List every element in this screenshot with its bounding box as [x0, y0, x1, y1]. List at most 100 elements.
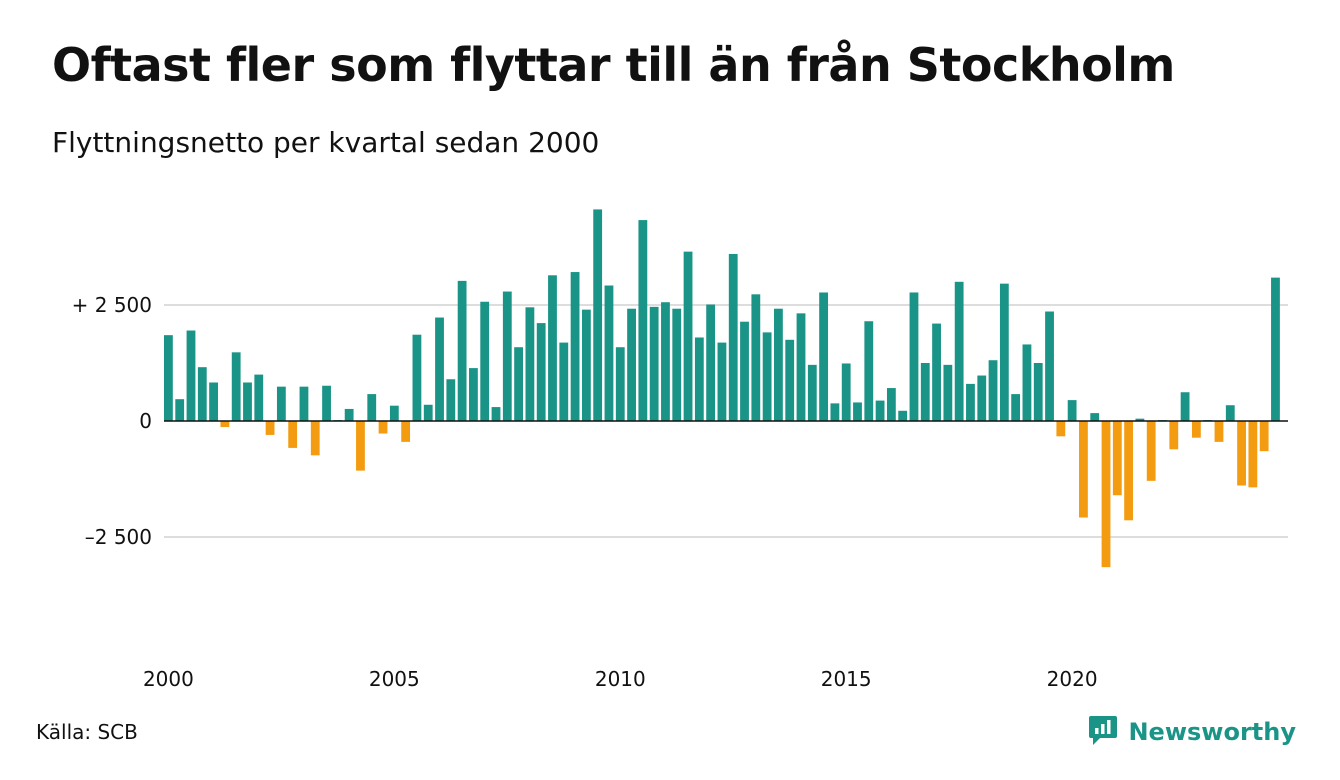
bar-2023-q4 [1237, 421, 1246, 486]
bar-2012-q1 [706, 304, 716, 421]
bar-2009-q3 [593, 209, 603, 421]
bar-2022-q3 [1180, 392, 1190, 421]
bar-2005-q1 [389, 405, 399, 421]
bar-2014-q1 [796, 313, 806, 421]
y-tick-label: + 2 500 [72, 293, 152, 317]
bar-2008-q3 [548, 275, 557, 421]
bar-2021-q1 [1112, 421, 1122, 496]
bar-2017-q4 [966, 383, 975, 421]
bar-2018-q3 [999, 283, 1009, 421]
bar-2013-q2 [762, 332, 772, 421]
bar-2003-q3 [322, 385, 331, 421]
gridlines [164, 304, 1288, 538]
bar-2017-q2 [943, 364, 953, 421]
bar-2014-q4 [830, 403, 840, 421]
x-tick-label: 2010 [595, 667, 646, 691]
bar-2000-q2 [175, 399, 185, 421]
bar-2011-q2 [672, 308, 682, 421]
bar-2000-q3 [186, 330, 196, 421]
bar-2020-q1 [1067, 400, 1077, 421]
bar-2023-q2 [1214, 421, 1224, 442]
bar-2001-q1 [209, 382, 218, 421]
bar-2006-q3 [457, 280, 467, 421]
bar-2021-q2 [1124, 421, 1134, 521]
bar-2019-q1 [1022, 344, 1032, 421]
bar-chart: + 2 500 0 –2 500 2000 2005 2010 2015 2020 [72, 209, 1288, 691]
bar-2007-q2 [491, 407, 501, 421]
bar-2009-q2 [581, 309, 591, 421]
bar-2017-q1 [932, 323, 941, 421]
bar-2002-q1 [254, 374, 264, 421]
bar-2011-q3 [683, 251, 693, 421]
bar-2019-q2 [1033, 363, 1043, 421]
bar-2001-q3 [231, 352, 241, 421]
bar-2024-q2 [1259, 421, 1269, 452]
bar-2013-q3 [774, 308, 783, 421]
brand[interactable]: Newsworthy [1088, 714, 1296, 750]
chart-title: Oftast fler som flyttar till än från Sto… [52, 38, 1175, 92]
source-note: Källa: SCB [36, 720, 138, 744]
bar-2004-q2 [356, 421, 365, 471]
bar-2020-q3 [1090, 413, 1100, 421]
bar-2020-q2 [1079, 421, 1088, 518]
bar-2016-q2 [898, 410, 908, 421]
bar-2012-q3 [728, 253, 738, 421]
bar-2010-q1 [615, 347, 625, 421]
x-tick-label: 2005 [369, 667, 420, 691]
bar-2007-q3 [502, 291, 512, 421]
bar-2000-q1 [164, 335, 173, 421]
bar-2007-q4 [514, 347, 523, 421]
bar-2008-q2 [536, 323, 546, 421]
newsworthy-logo-icon [1088, 714, 1118, 750]
bar-2005-q2 [401, 421, 411, 442]
bar-2016-q1 [886, 388, 896, 421]
x-axis-labels: 2000 2005 2010 2015 2020 [143, 667, 1098, 691]
bar-2019-q4 [1056, 421, 1066, 437]
bar-2002-q3 [276, 386, 286, 421]
bar-2023-q3 [1225, 405, 1235, 421]
bar-2010-q3 [638, 220, 648, 421]
bar-2022-q2 [1169, 421, 1179, 450]
bar-2011-q4 [694, 337, 704, 421]
bar-2015-q4 [875, 400, 885, 421]
bar-2009-q4 [604, 285, 614, 421]
bar-2006-q1 [435, 317, 444, 421]
chart-subtitle: Flyttningsnetto per kvartal sedan 2000 [52, 126, 600, 159]
bar-2008-q4 [559, 342, 569, 421]
bars [164, 209, 1280, 568]
bar-2011-q1 [661, 302, 670, 421]
bar-2003-q2 [310, 421, 320, 456]
x-tick-label: 2015 [821, 667, 872, 691]
bar-2014-q2 [807, 364, 817, 421]
bar-2024-q1 [1248, 421, 1258, 488]
bar-2004-q3 [367, 394, 377, 421]
bar-2018-q4 [1011, 394, 1021, 421]
bar-2013-q1 [751, 294, 761, 421]
bar-2018-q1 [977, 375, 987, 421]
bar-2004-q4 [378, 421, 388, 434]
bar-2012-q4 [740, 321, 749, 421]
bar-2006-q2 [446, 379, 456, 421]
bar-2021-q3 [1135, 418, 1145, 421]
y-tick-label: 0 [139, 409, 152, 433]
bar-2001-q2 [220, 421, 230, 428]
bar-2015-q3 [864, 321, 874, 421]
bar-2010-q2 [627, 308, 636, 421]
bar-2002-q4 [288, 421, 298, 448]
y-axis-labels: + 2 500 0 –2 500 [72, 293, 152, 549]
bar-2012-q2 [717, 342, 727, 421]
bar-2006-q4 [469, 368, 478, 421]
bar-2016-q3 [909, 292, 919, 421]
bar-2008-q1 [525, 307, 535, 421]
bar-2009-q1 [570, 272, 580, 421]
y-tick-label: –2 500 [85, 525, 152, 549]
bar-2014-q3 [819, 292, 829, 421]
bar-2007-q1 [480, 301, 490, 421]
bar-2015-q2 [853, 402, 862, 421]
bar-2024-q3 [1271, 277, 1280, 421]
bar-2018-q2 [988, 360, 998, 421]
bar-2020-q4 [1101, 421, 1111, 568]
bar-2001-q4 [243, 382, 252, 421]
brand-name: Newsworthy [1128, 718, 1296, 746]
bar-2005-q4 [423, 404, 433, 421]
